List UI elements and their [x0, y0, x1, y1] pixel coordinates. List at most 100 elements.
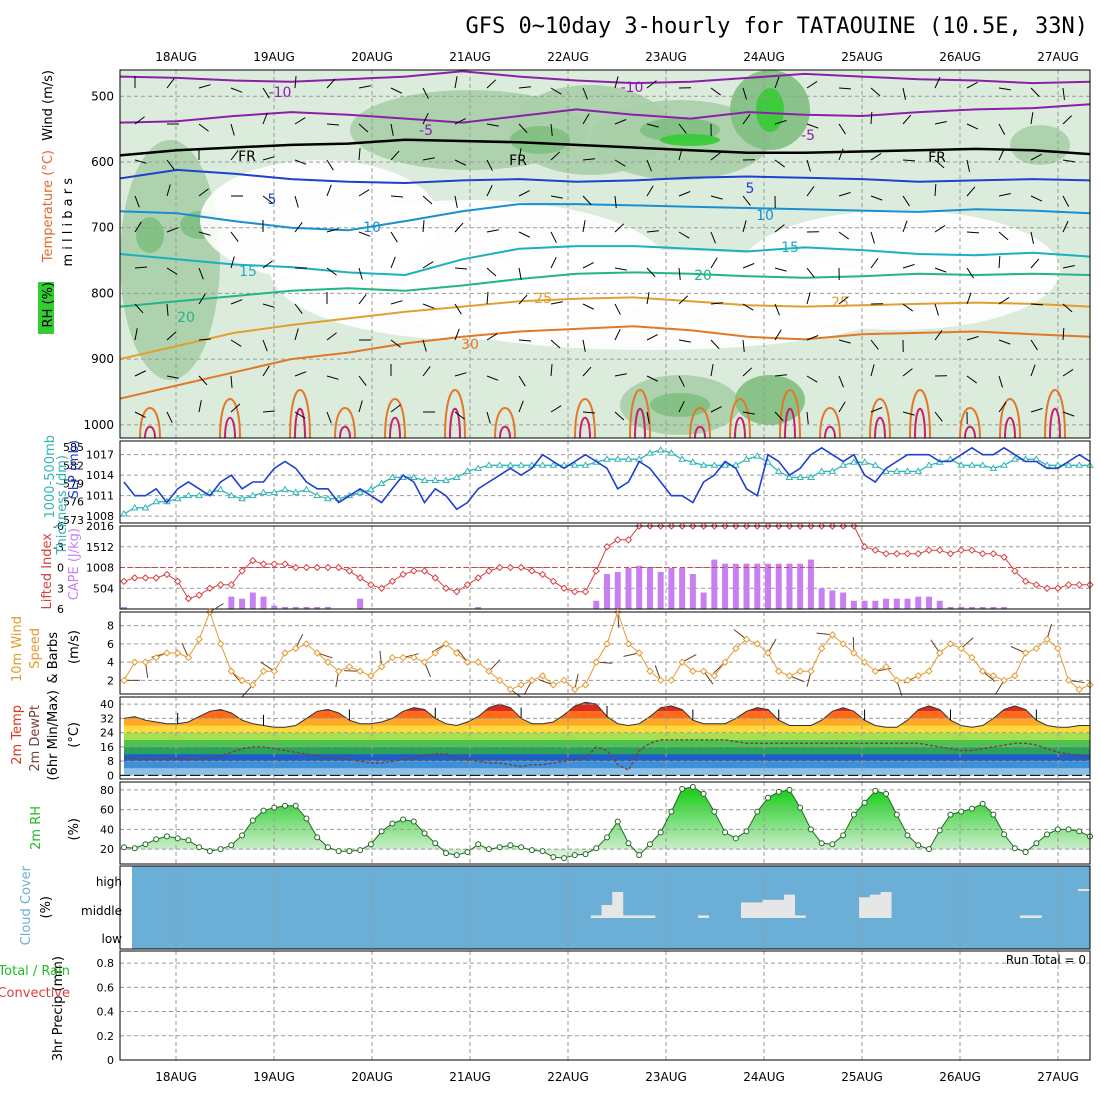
- wind-barb: [230, 256, 235, 269]
- panel-frame: [119, 950, 1091, 1061]
- thickness-point: [152, 497, 161, 505]
- wind-barb: [838, 339, 851, 344]
- wind-speed-point: [635, 649, 643, 657]
- wind-barb: [902, 220, 908, 233]
- wind-barb: [422, 366, 431, 377]
- wind-speed-point: [903, 676, 912, 685]
- wind-barb: [934, 225, 946, 233]
- li-point: [957, 546, 965, 554]
- isotherm-label: -10: [621, 80, 644, 96]
- temp-tick: 0: [107, 769, 114, 782]
- wind-barb: [1030, 87, 1040, 97]
- pressure-tick: 800: [91, 286, 114, 300]
- cape-bar: [239, 598, 246, 609]
- precip-label: 3hr Precip (mm): [51, 956, 66, 1061]
- thickness-point: [731, 461, 740, 468]
- wind-speed-point: [624, 640, 633, 648]
- wind-speed-point: [131, 658, 139, 666]
- wind-barb: [166, 411, 173, 424]
- thickness-point: [721, 461, 729, 468]
- rh-point: [421, 830, 428, 837]
- panel-frame: [119, 865, 1091, 950]
- wind-barb: [678, 267, 681, 280]
- thickness-point: [560, 461, 568, 468]
- wind-speed-point: [828, 631, 837, 639]
- rh-point: [657, 829, 664, 836]
- rh-point: [582, 851, 589, 858]
- cape-bar: [1001, 606, 1008, 609]
- wind-barb: [390, 404, 401, 413]
- cloud-middle-bar: [783, 894, 795, 918]
- li-point: [399, 570, 407, 579]
- li-point: [506, 563, 515, 572]
- wind-barb: [390, 150, 400, 161]
- cape-bar: [818, 588, 825, 609]
- wind10m-unit: (m/s): [67, 630, 82, 664]
- pressure-tick: 600: [91, 155, 114, 169]
- cape-bar: [292, 606, 299, 609]
- wind-barb: [550, 301, 563, 305]
- wind-barb: [1030, 408, 1043, 413]
- rh-point: [249, 817, 256, 824]
- wind-barb: [1062, 303, 1073, 313]
- wind-barb: [934, 411, 943, 422]
- thickness-point: [1000, 461, 1009, 468]
- wind-barb: [486, 229, 499, 233]
- wind-barb: [960, 637, 974, 649]
- rh-point: [260, 807, 267, 814]
- hot-contour: [734, 416, 746, 439]
- wind-barb: [966, 267, 974, 279]
- wind-barb: [1062, 411, 1075, 417]
- rh-point: [732, 835, 739, 842]
- cape-bar: [303, 606, 310, 609]
- rh-point: [303, 815, 310, 822]
- wind-barb: [1030, 195, 1043, 202]
- cape-bar: [829, 590, 836, 609]
- wind-speed-point: [141, 658, 150, 666]
- wind-barb: [358, 294, 367, 305]
- li-point: [989, 549, 998, 558]
- thickness-label-1: 1000-500mb: [43, 435, 58, 519]
- wind-barb: [230, 87, 243, 93]
- li-point: [292, 563, 300, 572]
- cape-bar: [979, 606, 986, 609]
- wind-barb: [1030, 339, 1038, 351]
- wind-barb: [902, 264, 915, 269]
- warm-contour: [384, 398, 406, 439]
- isotherm-label: 30: [461, 337, 479, 353]
- rh-point: [711, 808, 718, 815]
- cape-tick: 1008: [86, 562, 114, 575]
- thickness-point: [485, 461, 493, 468]
- cape-bar: [249, 592, 256, 609]
- wind-barb: [998, 193, 1011, 197]
- thickness-point: [1075, 461, 1084, 468]
- wind-speed-point: [699, 667, 708, 675]
- wind-barb: [518, 190, 530, 197]
- slp-label: SLP (mb): [67, 440, 82, 499]
- wind-barb: [646, 123, 659, 128]
- wind-barb: [326, 123, 339, 126]
- hot-contour: [784, 407, 796, 439]
- li-point: [925, 546, 933, 554]
- thickness-point: [678, 455, 687, 462]
- panel-frame: [119, 525, 1091, 610]
- hot-contour: [1004, 416, 1016, 439]
- hot-contour: [1049, 407, 1061, 439]
- wind-speed-point: [249, 681, 257, 689]
- li-point: [560, 584, 568, 592]
- rh-point: [850, 811, 857, 818]
- wind-barb: [934, 329, 943, 341]
- thickness-tick: 579: [63, 478, 84, 491]
- li-point: [495, 563, 504, 572]
- cape-bar: [786, 563, 793, 609]
- wind-barb: [678, 231, 690, 239]
- isotherm-20: [119, 271, 1091, 308]
- isotherm--10: [119, 70, 1091, 85]
- li-point: [914, 549, 922, 558]
- wind-barb: [982, 670, 996, 682]
- date-label-top: 24AUG: [743, 50, 785, 64]
- wind-barb: [358, 400, 363, 413]
- wind-barb: [742, 195, 751, 206]
- rh-tick: 60: [100, 804, 114, 817]
- warm-contour: [819, 407, 841, 439]
